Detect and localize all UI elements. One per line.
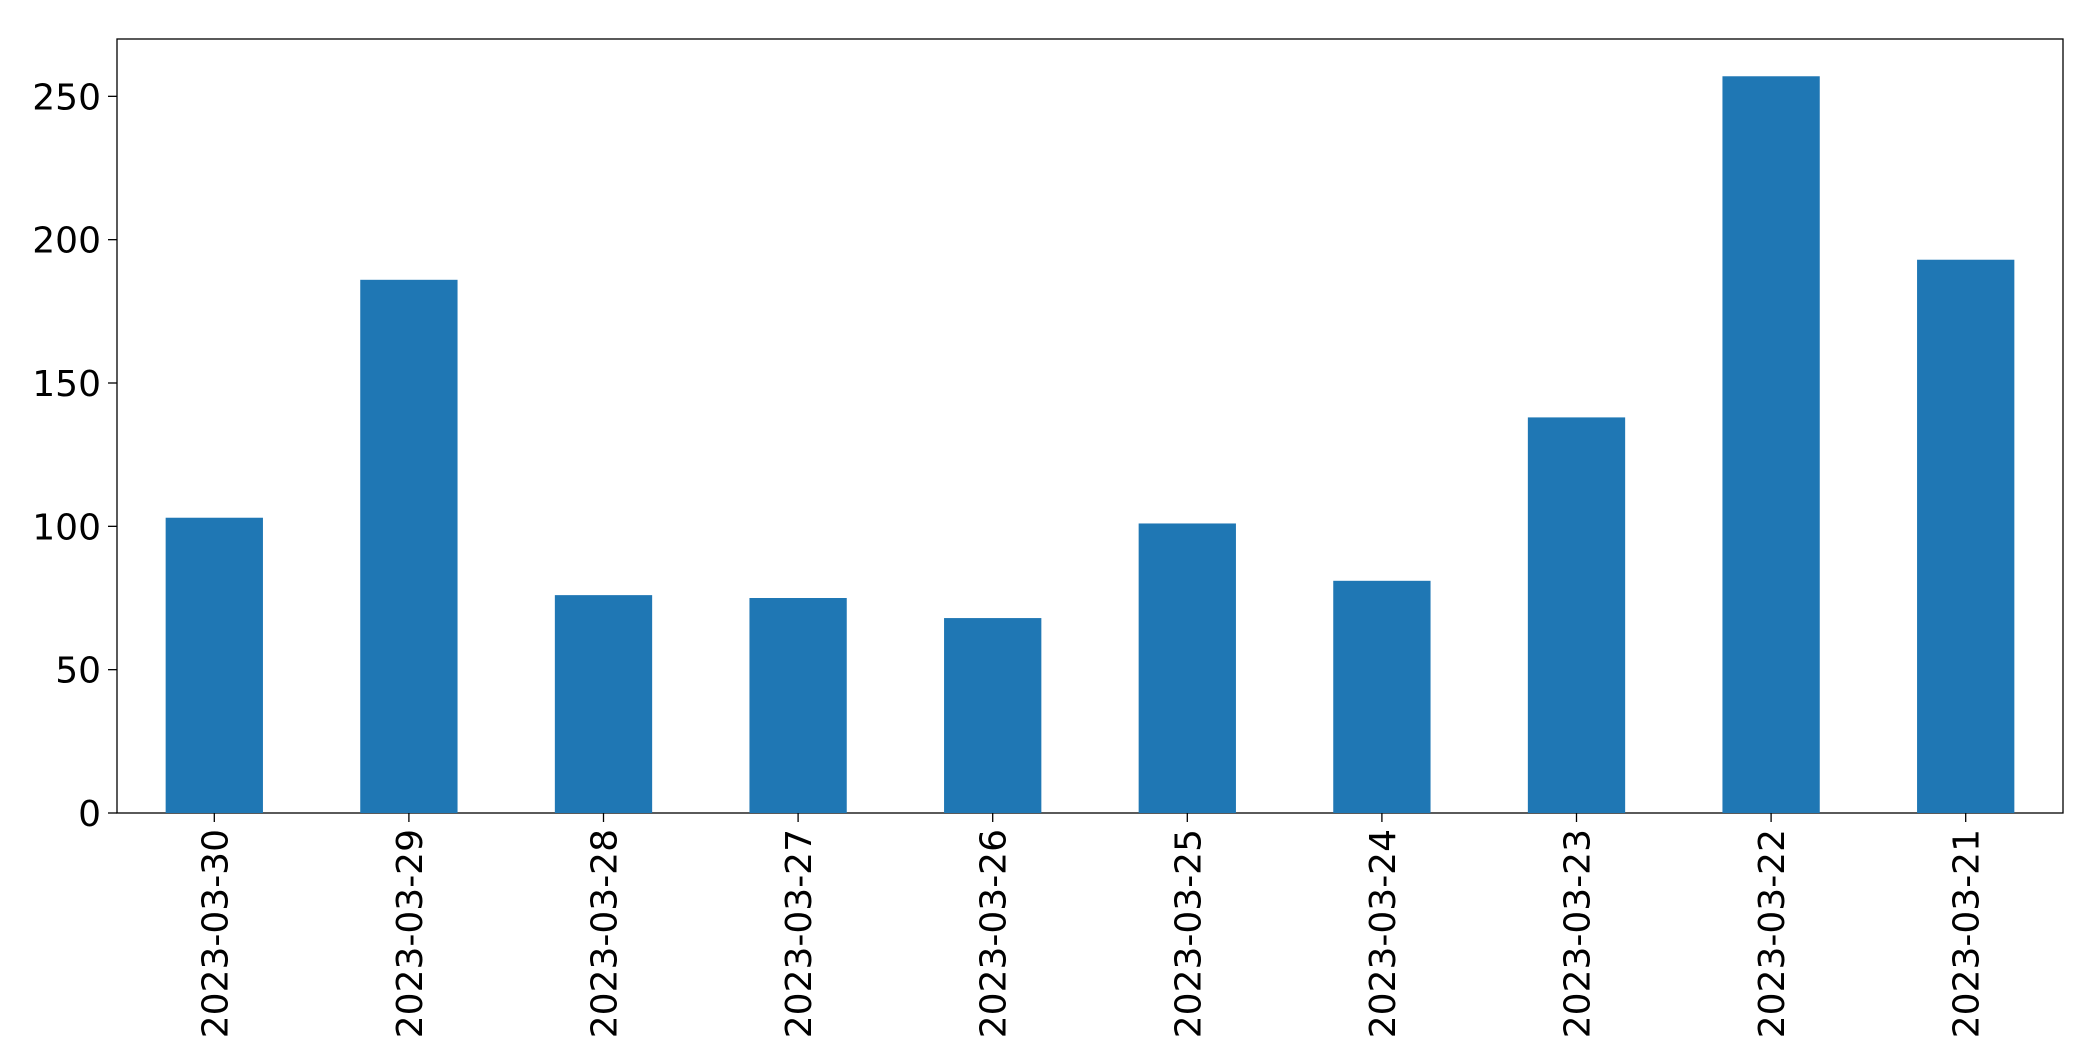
x-tick-label: 2023-03-24 (1363, 829, 1404, 1038)
x-tick-label: 2023-03-21 (1947, 829, 1988, 1038)
bar (749, 598, 847, 813)
bar (360, 279, 458, 813)
y-tick-label: 200 (32, 221, 101, 262)
y-tick-label: 150 (32, 364, 101, 405)
bar (554, 595, 653, 813)
x-tick-label: 2023-03-29 (390, 829, 431, 1038)
bar (1138, 523, 1236, 813)
y-tick-label: 50 (55, 651, 101, 692)
bar (1722, 76, 1820, 814)
bar (165, 517, 263, 813)
bar (944, 618, 1042, 813)
x-tick-label: 2023-03-27 (779, 829, 820, 1038)
y-tick-label: 0 (78, 794, 101, 835)
bar (1527, 417, 1626, 813)
bar (1333, 580, 1431, 813)
x-tick-label: 2023-03-25 (1168, 829, 1209, 1038)
x-tick-label: 2023-03-26 (974, 829, 1015, 1038)
x-tick-label: 2023-03-23 (1558, 829, 1599, 1038)
y-tick-label: 100 (32, 507, 101, 548)
y-tick-label: 250 (32, 77, 101, 118)
x-tick-label: 2023-03-28 (585, 829, 626, 1038)
x-tick-label: 2023-03-22 (1752, 829, 1793, 1038)
plot-frame (116, 38, 2064, 814)
x-tick-label: 2023-03-30 (195, 829, 236, 1038)
bar (1917, 259, 2015, 813)
